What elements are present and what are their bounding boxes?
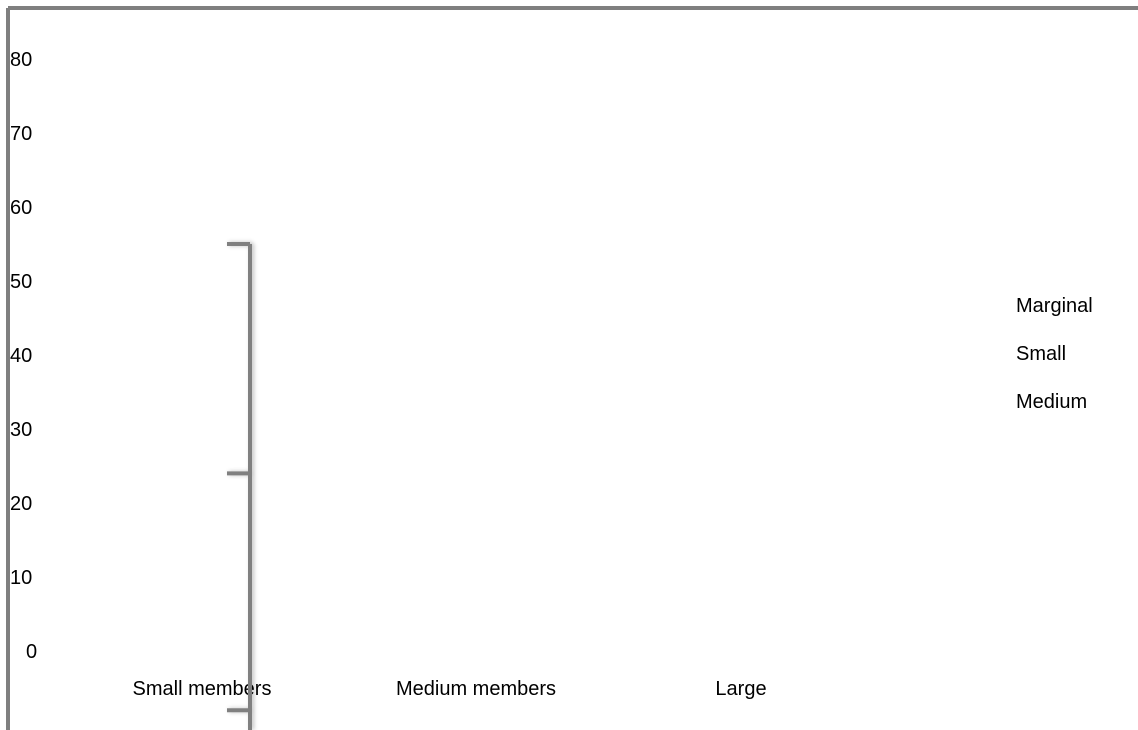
legend-entry: Medium [1016, 391, 1087, 413]
y-tick-label: 20 [10, 493, 32, 515]
y-tick-label: 40 [10, 345, 32, 367]
legend: Marginal Small Medium [1016, 295, 1093, 413]
x-category-label: Large [715, 678, 766, 700]
y-tick-label: 50 [10, 271, 32, 293]
y-tick-label: 60 [10, 197, 32, 219]
range-marker [227, 242, 252, 730]
x-category-label: Medium members [396, 678, 556, 700]
legend-entry: Small [1016, 343, 1066, 365]
y-tick-label: 10 [10, 567, 32, 589]
range-markers [227, 242, 252, 730]
y-tick-label: 80 [10, 49, 32, 71]
y-tick-label: 70 [10, 123, 32, 145]
y-tick-label: 0 [26, 641, 37, 663]
y-axis-tick-labels: 80 70 60 50 40 30 20 10 0 [10, 49, 37, 663]
x-category-label: Small members [133, 678, 272, 700]
y-tick-label: 30 [10, 419, 32, 441]
legend-entry: Marginal [1016, 295, 1093, 317]
x-axis-category-labels: Small members Medium members Large [133, 678, 767, 700]
